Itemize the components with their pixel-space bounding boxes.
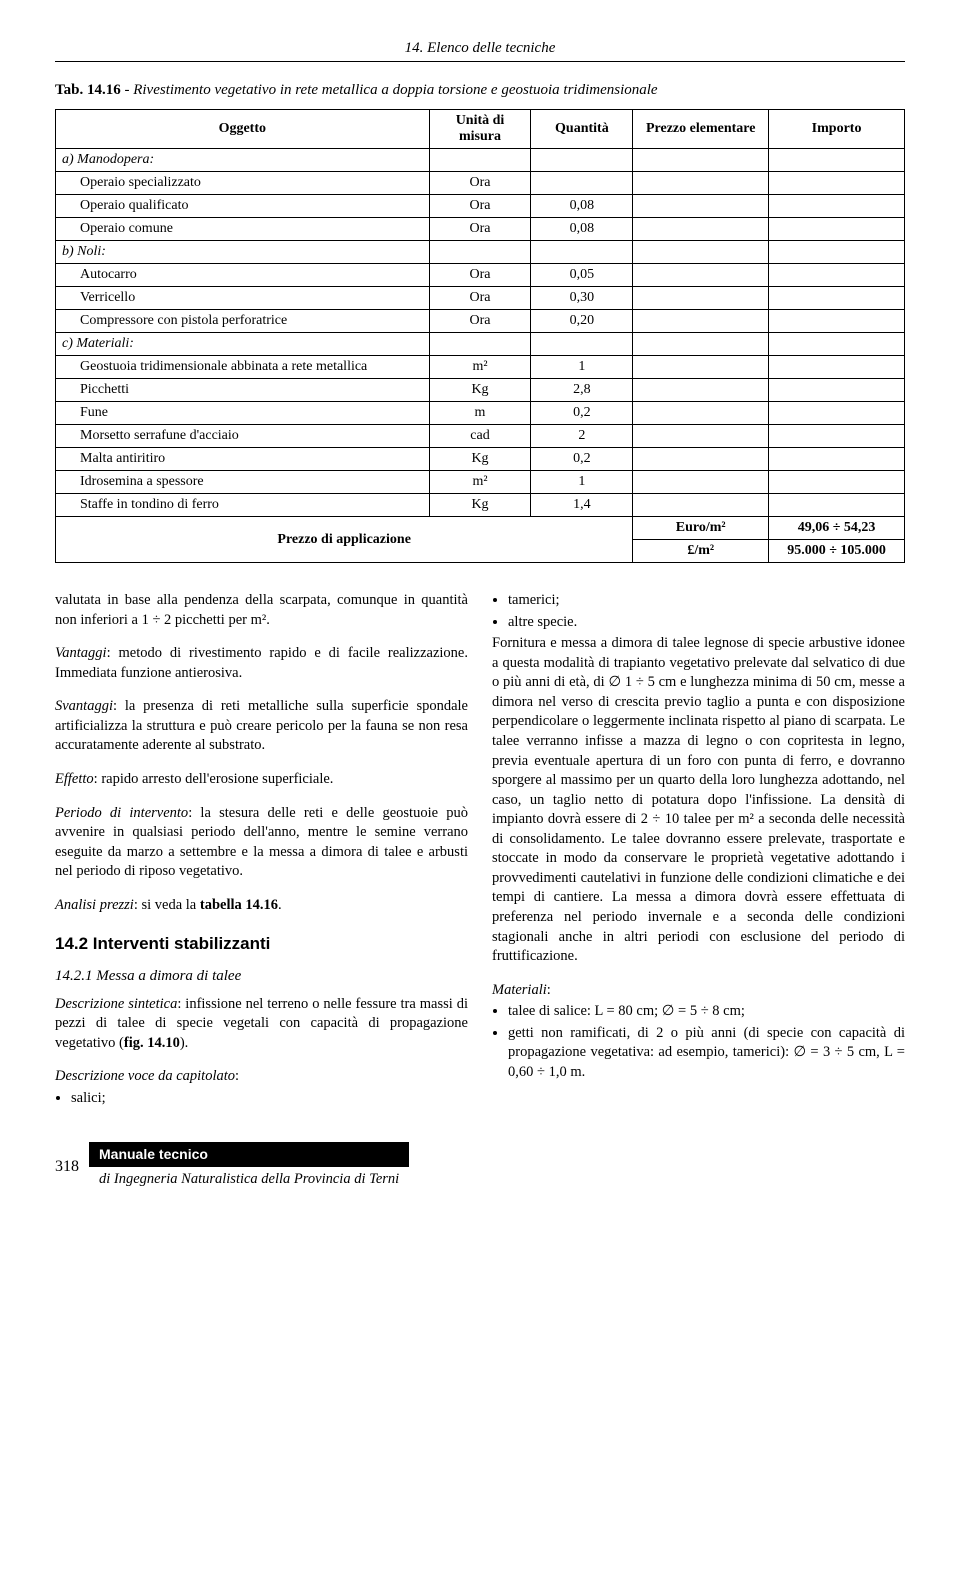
descr-sintetica-label: Descrizione sintetica — [55, 996, 177, 1012]
list-item: salici; — [71, 1089, 468, 1109]
descr-capitolato-colon: : — [235, 1068, 239, 1084]
left-p3: Svantaggi: la presenza di reti metallich… — [55, 697, 468, 756]
descr-capitolato-label: Descrizione voce da capitolato — [55, 1068, 235, 1084]
right-p2: Materiali: — [492, 981, 905, 1001]
left-p5: Periodo di intervento: la stesura delle … — [55, 804, 468, 882]
th-prezzo: Prezzo elementare — [633, 110, 769, 149]
body-columns: valutata in base alla pendenza della sca… — [55, 591, 905, 1122]
materiali-colon: : — [547, 982, 551, 998]
chapter-header: 14. Elenco delle tecniche — [55, 40, 905, 62]
price-row: Prezzo di applicazioneEuro/m²49,06 ÷ 54,… — [56, 517, 905, 540]
analisi-text: : si veda la — [134, 897, 200, 913]
th-oggetto: Oggetto — [56, 110, 430, 149]
list-item: altre specie. — [508, 613, 905, 633]
table-row: Operaio comuneOra0,08 — [56, 218, 905, 241]
table-row: Compressore con pistola perforatriceOra0… — [56, 310, 905, 333]
effetto-label: Effetto — [55, 771, 94, 787]
descr-sintetica-end: ). — [180, 1035, 188, 1051]
periodo-label: Periodo di intervento — [55, 805, 188, 821]
th-quantita: Quantità — [531, 110, 633, 149]
left-p6: Analisi prezzi: si veda la tabella 14.16… — [55, 896, 468, 916]
table-caption-text: - Rivestimento vegetativo in rete metall… — [121, 82, 658, 98]
table-section-row: b) Noli: — [56, 241, 905, 264]
left-p4: Effetto: rapido arresto dell'erosione su… — [55, 770, 468, 790]
footer-box: Manuale tecnico — [89, 1142, 409, 1166]
th-unita: Unità di misura — [429, 110, 531, 149]
right-bullets-top: tamerici;altre specie. — [492, 591, 905, 632]
section-14-2: 14.2 Interventi stabilizzanti — [55, 933, 468, 956]
table-row: Operaio specializzatoOra — [56, 172, 905, 195]
page-footer: 318 Manuale tecnico di Ingegneria Natura… — [55, 1142, 905, 1192]
table-row: Funem0,2 — [56, 402, 905, 425]
left-p7: Descrizione sintetica: infissione nel te… — [55, 995, 468, 1054]
table-row: Staffe in tondino di ferroKg1,4 — [56, 494, 905, 517]
effetto-text: : rapido arresto dell'erosione superfici… — [94, 771, 334, 787]
subsection-14-2-1: 14.2.1 Messa a dimora di talee — [55, 966, 468, 986]
table-caption: Tab. 14.16 - Rivestimento vegetativo in … — [55, 82, 905, 99]
table-row: Operaio qualificatoOra0,08 — [56, 195, 905, 218]
list-item: tamerici; — [508, 591, 905, 611]
footer-subtitle: di Ingegneria Naturalistica della Provin… — [89, 1166, 409, 1192]
table-row: Geostuoia tridimensionale abbinata a ret… — [56, 356, 905, 379]
vantaggi-text: : metodo di rivestimento rapido e di fac… — [55, 645, 468, 681]
table-caption-number: Tab. 14.16 — [55, 82, 121, 98]
table-section-row: c) Materiali: — [56, 333, 905, 356]
table-row: PicchettiKg2,8 — [56, 379, 905, 402]
analisi-ref: tabella 14.16 — [200, 897, 278, 913]
left-p1: valutata in base alla pendenza della sca… — [55, 591, 468, 630]
table-section-row: a) Manodopera: — [56, 149, 905, 172]
th-importo: Importo — [769, 110, 905, 149]
table-row: VerricelloOra0,30 — [56, 287, 905, 310]
table-row: Idrosemina a spessorem²1 — [56, 471, 905, 494]
svantaggi-text: : la presenza di reti metalliche sulla s… — [55, 698, 468, 753]
list-item: talee di salice: L = 80 cm; ∅ = 5 ÷ 8 cm… — [508, 1002, 905, 1022]
left-p8: Descrizione voce da capitolato: — [55, 1067, 468, 1087]
analisi-label: Analisi prezzi — [55, 897, 134, 913]
materiali-label: Materiali — [492, 982, 547, 998]
left-p2: Vantaggi: metodo di rivestimento rapido … — [55, 644, 468, 683]
vantaggi-label: Vantaggi — [55, 645, 107, 661]
table-row: Morsetto serrafune d'acciaiocad2 — [56, 425, 905, 448]
left-bullets: salici; — [55, 1089, 468, 1109]
left-column: valutata in base alla pendenza della sca… — [55, 591, 468, 1122]
right-p1: Fornitura e messa a dimora di talee legn… — [492, 634, 905, 967]
svantaggi-label: Svantaggi — [55, 698, 113, 714]
table-row: AutocarroOra0,05 — [56, 264, 905, 287]
table-row: Malta antiritiroKg0,2 — [56, 448, 905, 471]
fig-ref: fig. 14.10 — [124, 1035, 180, 1051]
materiali-bullets: talee di salice: L = 80 cm; ∅ = 5 ÷ 8 cm… — [492, 1002, 905, 1082]
page-number: 318 — [55, 1158, 79, 1176]
cost-table: Oggetto Unità di misura Quantità Prezzo … — [55, 109, 905, 563]
right-column: tamerici;altre specie. Fornitura e messa… — [492, 591, 905, 1122]
list-item: getti non ramificati, di 2 o più anni (d… — [508, 1024, 905, 1083]
